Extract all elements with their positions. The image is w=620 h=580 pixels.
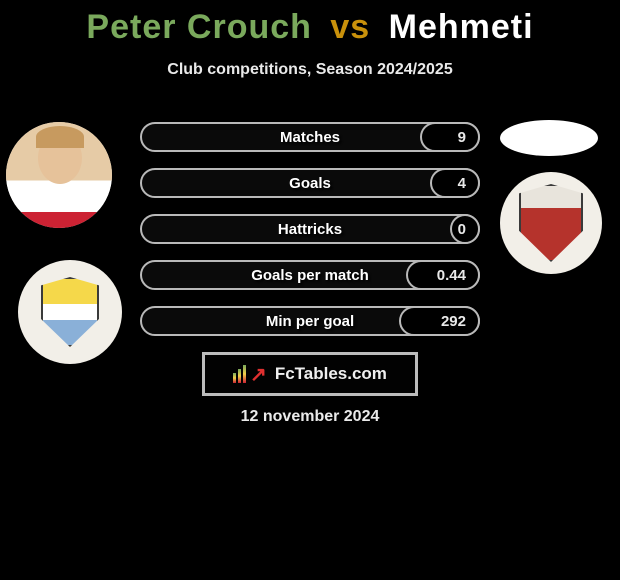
stat-label: Goals <box>142 170 478 196</box>
site-name: FcTables.com <box>275 364 387 384</box>
vs-label: vs <box>330 8 370 46</box>
player2-name: Mehmeti <box>389 8 534 46</box>
bars-icon <box>233 365 246 383</box>
stat-right-value: 9 <box>458 124 466 150</box>
page-title: Peter Crouch vs Mehmeti <box>0 0 620 47</box>
stat-fill <box>430 168 480 198</box>
player2-avatar <box>500 120 598 156</box>
stat-row: Min per goal292 <box>140 306 480 336</box>
subtitle: Club competitions, Season 2024/2025 <box>0 61 620 79</box>
stat-label: Hattricks <box>142 216 478 242</box>
stats-container: Matches9 Goals4 Hattricks0 Goals per match0… <box>140 122 480 352</box>
burnley-crest-icon <box>41 277 99 347</box>
bristol-crest-icon <box>519 184 583 262</box>
branding-box: ↗ FcTables.com <box>202 352 418 396</box>
stat-row: Hattricks0 <box>140 214 480 244</box>
stat-row: Matches9 <box>140 122 480 152</box>
date-label: 12 november 2024 <box>0 408 620 426</box>
player1-name: Peter Crouch <box>86 8 312 46</box>
stat-right-value: 0.44 <box>437 262 466 288</box>
stat-fill <box>399 306 480 336</box>
player1-avatar <box>6 122 112 228</box>
stat-row: Goals per match0.44 <box>140 260 480 290</box>
stat-right-value: 0 <box>458 216 466 242</box>
player1-face-icon <box>6 122 112 228</box>
stat-fill <box>420 122 480 152</box>
stat-row: Goals4 <box>140 168 480 198</box>
player1-club-crest <box>18 260 122 364</box>
player2-club-crest <box>500 172 602 274</box>
stat-right-value: 4 <box>458 170 466 196</box>
stat-right-value: 292 <box>441 308 466 334</box>
trend-arrow-icon: ↗ <box>250 362 267 387</box>
